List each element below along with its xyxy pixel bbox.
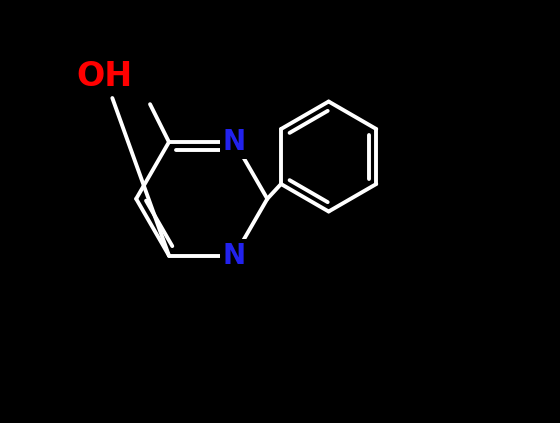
- Text: N: N: [223, 128, 246, 156]
- Text: N: N: [223, 242, 246, 269]
- Text: OH: OH: [76, 60, 133, 93]
